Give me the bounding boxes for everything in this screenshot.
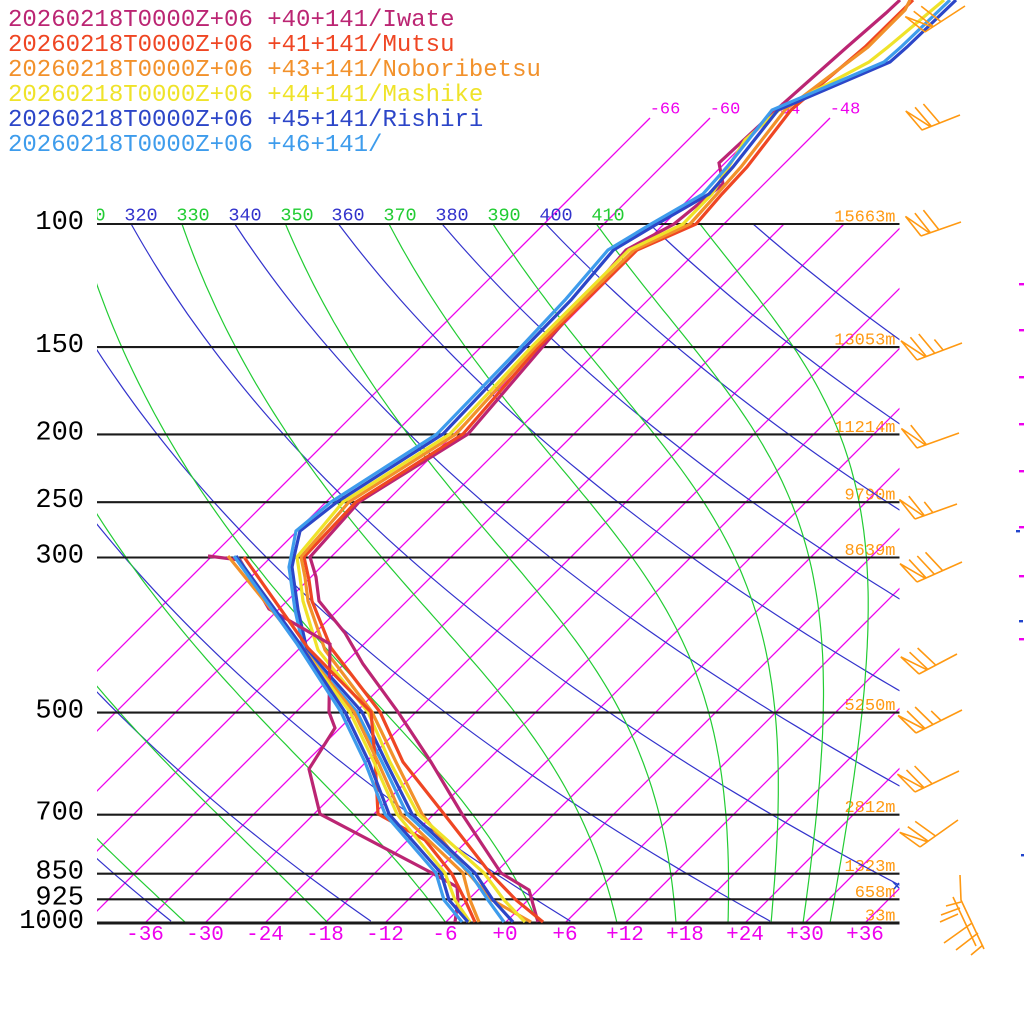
svg-text:8639m: 8639m [844,542,895,561]
svg-text:+18: +18 [666,924,704,947]
svg-text:400: 400 [539,206,572,227]
svg-text:330: 330 [176,206,209,227]
svg-text:360: 360 [331,206,364,227]
svg-text:13053m: 13053m [834,332,895,351]
svg-text:-36: -36 [126,924,164,947]
svg-text:320: 320 [124,206,157,227]
svg-text:200: 200 [35,418,84,448]
svg-text:-66: -66 [650,101,681,120]
svg-text:+24: +24 [726,924,764,947]
svg-text:-18: -18 [306,924,344,947]
svg-text:410: 410 [591,206,624,227]
svg-text:15663m: 15663m [834,209,895,228]
svg-text:2812m: 2812m [844,799,895,818]
svg-text:-24: -24 [246,924,284,947]
svg-text:310: 310 [72,206,105,227]
svg-text:850: 850 [35,858,84,888]
svg-text:250: 250 [35,486,84,516]
svg-text:925: 925 [35,883,84,913]
svg-text:20260218T0000Z+06 +44+141/Mash: 20260218T0000Z+06 +44+141/Mashike [8,82,483,109]
svg-text:658m: 658m [855,884,896,903]
svg-text:370: 370 [383,206,416,227]
svg-text:5250m: 5250m [844,697,895,716]
svg-text:11214m: 11214m [834,419,895,438]
svg-text:350: 350 [280,206,313,227]
svg-text:150: 150 [35,331,84,361]
svg-text:20260218T0000Z+06 +43+141/Nobo: 20260218T0000Z+06 +43+141/Noboribetsu [8,57,541,84]
svg-text:-6: -6 [432,924,457,947]
svg-text:500: 500 [35,697,84,727]
svg-text:-30: -30 [186,924,224,947]
svg-text:-60: -60 [710,101,741,120]
svg-text:+36: +36 [846,924,884,947]
svg-text:340: 340 [228,206,261,227]
svg-text:20260218T0000Z+06 +45+141/Rish: 20260218T0000Z+06 +45+141/Rishiri [8,107,483,134]
svg-text:20260218T0000Z+06 +41+141/Muts: 20260218T0000Z+06 +41+141/Mutsu [8,32,454,59]
svg-text:20260218T0000Z+06 +46+141/: 20260218T0000Z+06 +46+141/ [8,132,382,159]
svg-text:300: 300 [35,542,84,572]
svg-text:380: 380 [435,206,468,227]
svg-text:+6: +6 [552,924,577,947]
svg-text:+0: +0 [492,924,517,947]
svg-text:100: 100 [35,208,84,238]
svg-text:1000: 1000 [19,907,84,937]
svg-text:390: 390 [487,206,520,227]
svg-text:700: 700 [35,799,84,829]
svg-text:+12: +12 [606,924,644,947]
svg-text:20260218T0000Z+06 +40+141/Iwat: 20260218T0000Z+06 +40+141/Iwate [8,7,454,34]
svg-text:+30: +30 [786,924,824,947]
svg-text:-12: -12 [366,924,404,947]
svg-text:-48: -48 [830,101,861,120]
